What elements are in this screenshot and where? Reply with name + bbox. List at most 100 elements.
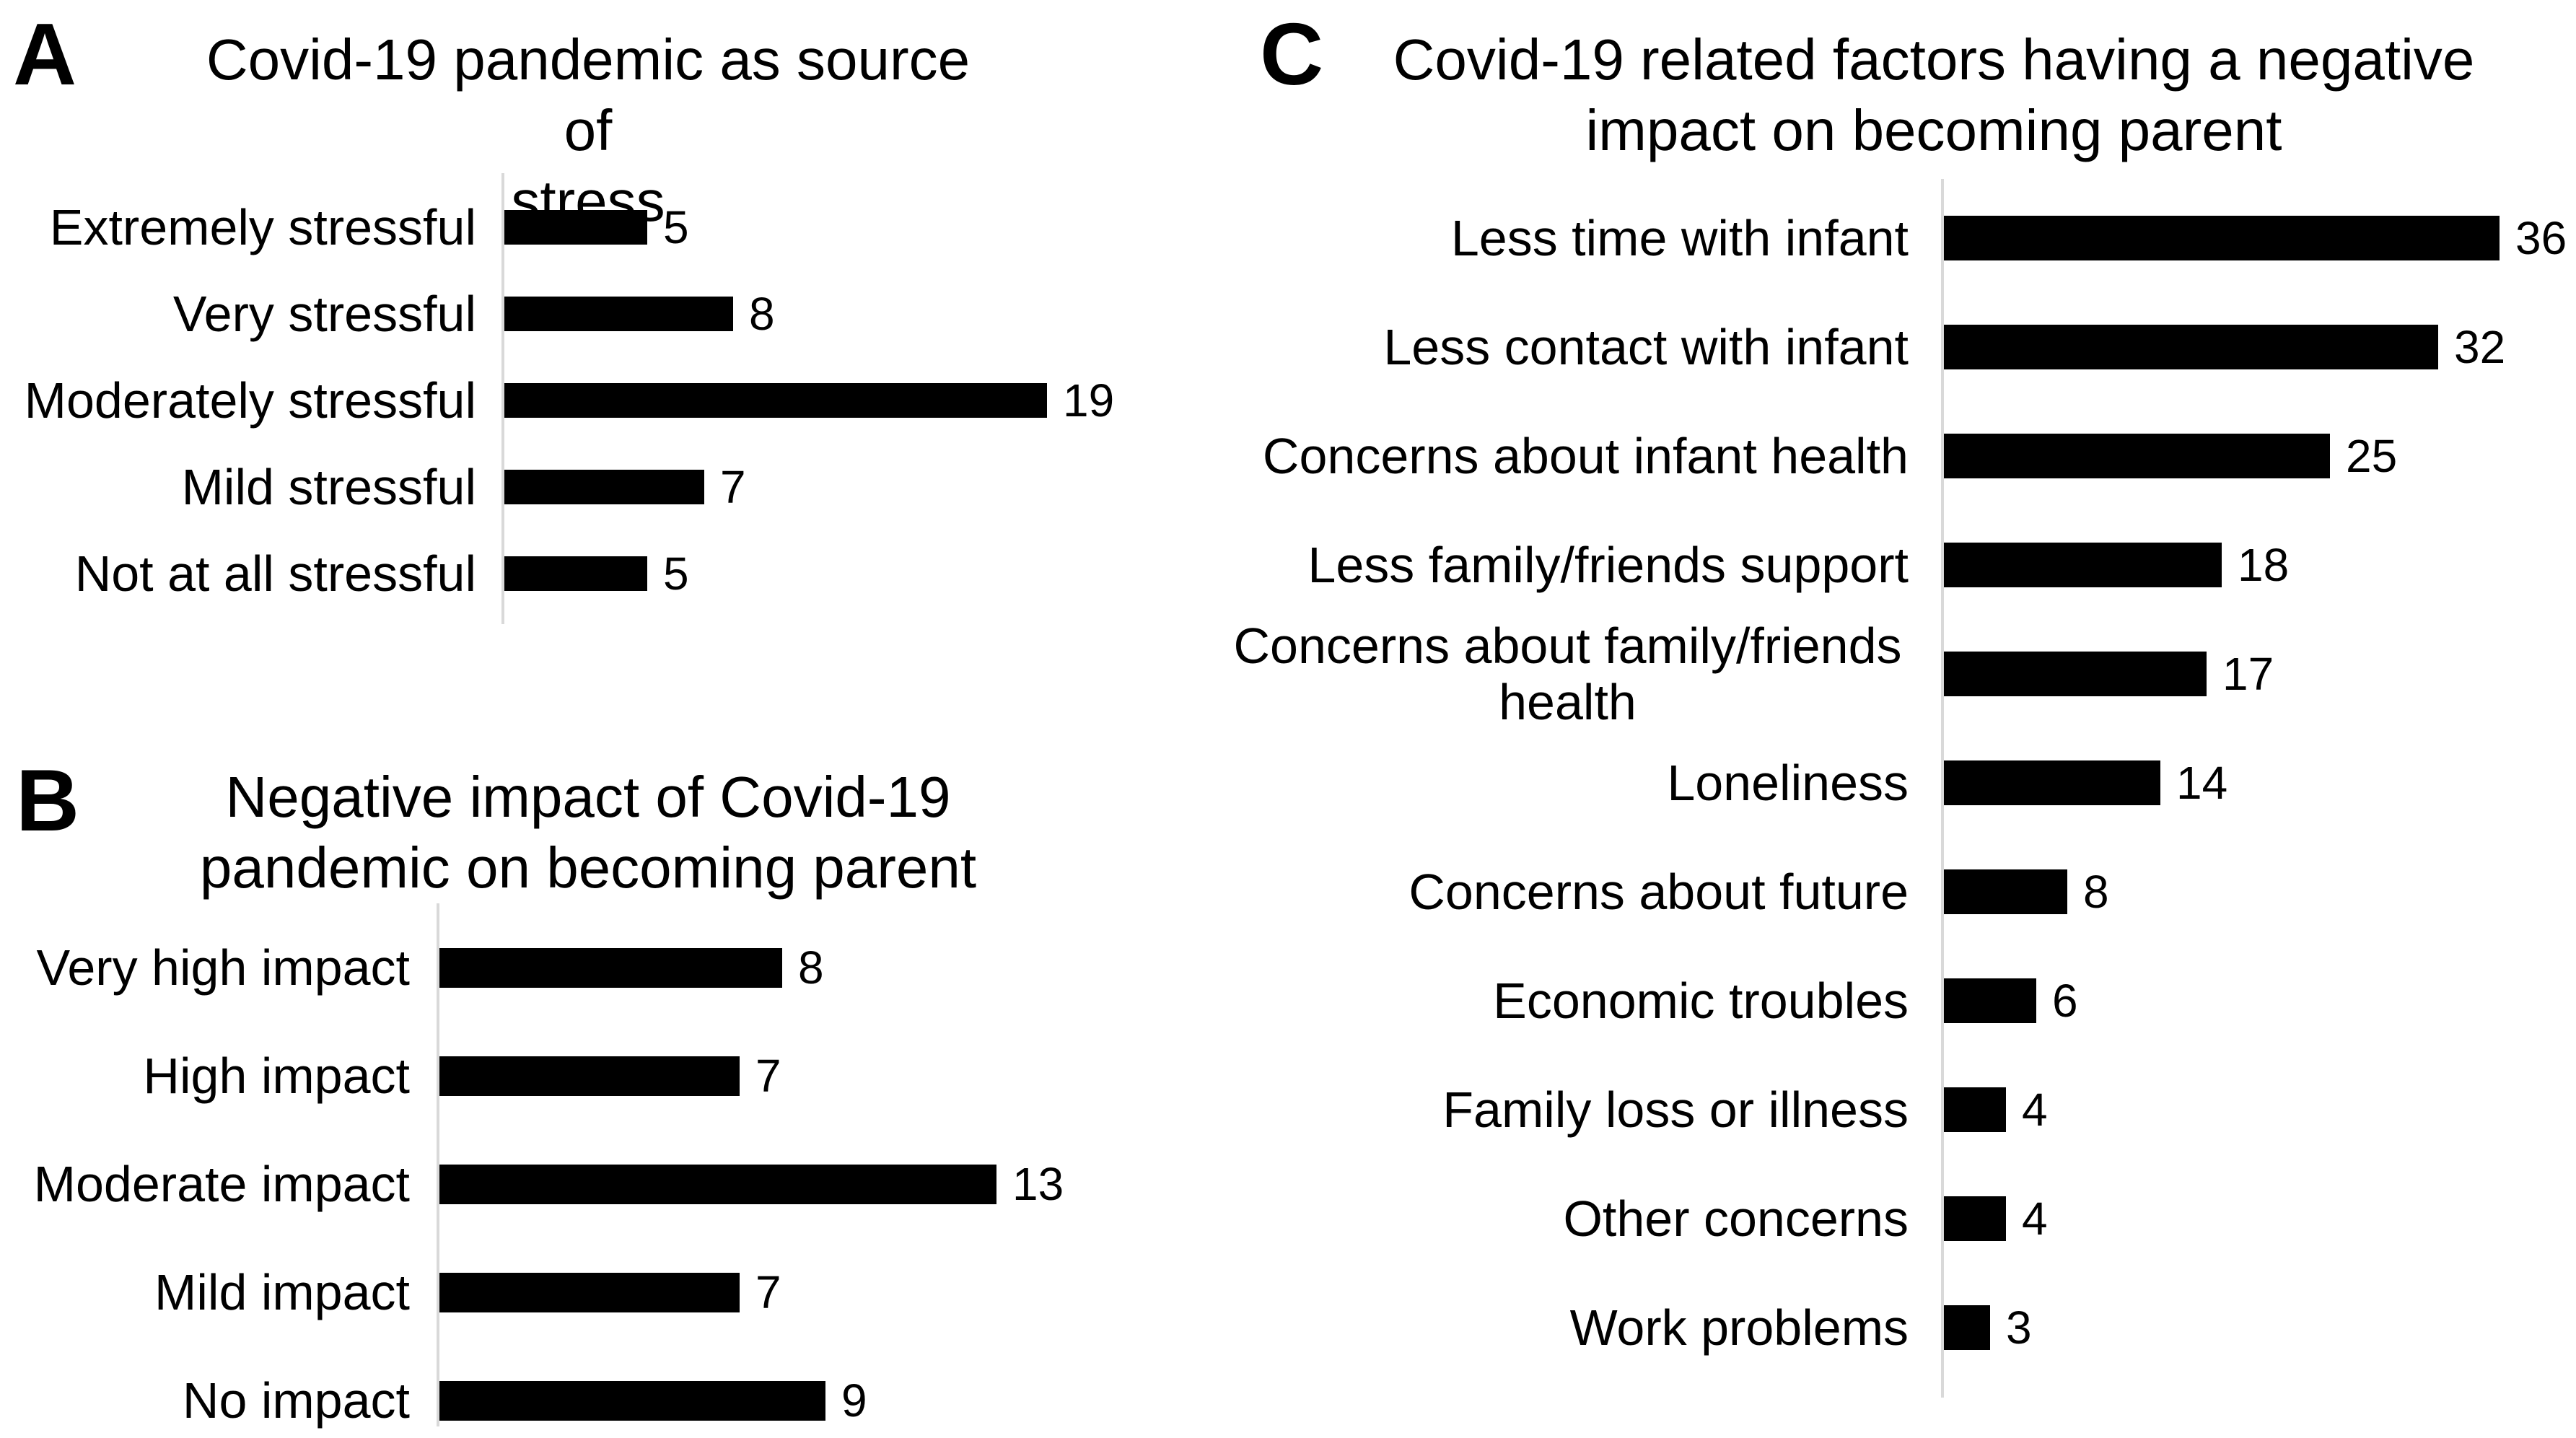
- bar-area: 17: [1944, 651, 2576, 697]
- category-label: Less contact with infant: [1383, 318, 1909, 375]
- category-label: Moderate impact: [33, 1156, 410, 1212]
- value-label: 4: [2022, 1192, 2048, 1245]
- category-label-box: Not at all stressful: [0, 530, 476, 617]
- bar-area: 4: [1944, 1087, 2576, 1133]
- bar: [504, 297, 733, 331]
- bar: [1944, 542, 2222, 587]
- value-label: 17: [2222, 647, 2274, 700]
- bar: [504, 383, 1047, 418]
- value-label: 18: [2238, 538, 2290, 591]
- bar-row: Not at all stressful 5: [0, 530, 1227, 617]
- bar: [439, 1164, 996, 1204]
- bar-row: Concerns about infant health 25: [1227, 401, 2576, 510]
- panel-letter-a: A: [13, 5, 77, 103]
- value-label: 7: [720, 461, 746, 513]
- category-label-box: Very high impact: [0, 913, 410, 1022]
- category-label: Mild impact: [154, 1264, 410, 1320]
- value-label: 8: [798, 942, 824, 994]
- bar-row: Family loss or illness 4: [1227, 1055, 2576, 1164]
- category-label-box: No impact: [0, 1346, 410, 1438]
- panel-c: C Covid-19 related factors having a nega…: [1227, 0, 2576, 1438]
- value-label: 7: [755, 1266, 781, 1318]
- bar-area: 7: [439, 1269, 1227, 1315]
- bar-area: 3: [1944, 1305, 2576, 1351]
- value-label: 4: [2022, 1083, 2048, 1136]
- category-label: Loneliness: [1667, 754, 1909, 811]
- value-label: 3: [2006, 1301, 2032, 1354]
- bar: [1944, 1196, 2006, 1241]
- value-label: 8: [749, 288, 775, 340]
- bar-area: 18: [1944, 542, 2576, 588]
- value-label: 7: [755, 1050, 781, 1102]
- bar-row: Loneliness 14: [1227, 728, 2576, 837]
- bar-area: 7: [504, 464, 1227, 510]
- bar: [1944, 869, 2067, 914]
- bar: [504, 470, 704, 504]
- bar-area: 8: [504, 291, 1227, 337]
- y-axis-line: [437, 903, 439, 1426]
- bar-area: 5: [504, 551, 1227, 597]
- category-label-box: Mild stressful: [0, 444, 476, 530]
- bar: [439, 1272, 740, 1312]
- bar-row: Very high impact 8: [0, 913, 1227, 1022]
- value-label: 6: [2052, 974, 2078, 1027]
- category-label: Extremely stressful: [49, 199, 476, 255]
- category-label-box: Less time with infant: [1227, 183, 1909, 292]
- bar-row: Mild stressful 7: [0, 444, 1227, 530]
- bar-row: Economic troubles 6: [1227, 946, 2576, 1055]
- category-label-box: Mild impact: [0, 1238, 410, 1346]
- y-axis-line: [501, 173, 504, 624]
- bar-row: No impact 9: [0, 1346, 1227, 1438]
- bar: [1944, 433, 2330, 478]
- category-label-box: High impact: [0, 1022, 410, 1130]
- category-label: Concerns about infant health: [1262, 427, 1909, 484]
- category-label: Less time with infant: [1450, 209, 1909, 266]
- bar-row: Other concerns 4: [1227, 1164, 2576, 1273]
- bar-area: 7: [439, 1053, 1227, 1099]
- category-label: Less family/friends support: [1307, 536, 1909, 593]
- category-label: No impact: [182, 1372, 410, 1429]
- category-label-box: Concerns about family/friends health: [1227, 618, 1909, 730]
- value-label: 19: [1063, 374, 1115, 426]
- bar-row: Mild impact 7: [0, 1238, 1227, 1346]
- bar: [1944, 760, 2160, 805]
- bar-row: High impact 7: [0, 1022, 1227, 1130]
- bar-row: Work problems 3: [1227, 1273, 2576, 1382]
- bar-row: Concerns about family/friends health 17: [1227, 618, 2576, 730]
- chart-title-c: Covid-19 related factors having a negati…: [1393, 27, 2475, 162]
- category-label-box: Moderately stressful: [0, 357, 476, 444]
- value-label: 9: [841, 1375, 867, 1426]
- category-label: Work problems: [1569, 1299, 1909, 1356]
- category-label-box: Very stressful: [0, 271, 476, 357]
- category-label: Mild stressful: [181, 459, 476, 515]
- category-label-box: Loneliness: [1227, 728, 1909, 837]
- bar-area: 5: [504, 204, 1227, 250]
- bar: [439, 1380, 825, 1421]
- value-label: 13: [1012, 1158, 1064, 1210]
- bar-area: 8: [1944, 869, 2576, 915]
- bar-rows: Extremely stressful 5 Very stressful 8 Moder…: [0, 184, 1227, 617]
- bar-area: 19: [504, 377, 1227, 424]
- bar-row: Moderate impact 13: [0, 1130, 1227, 1238]
- bar: [504, 556, 647, 591]
- bar: [504, 210, 647, 245]
- panel-b: B Negative impact of Covid-19 pandemic o…: [0, 750, 1227, 1438]
- category-label: Family loss or illness: [1442, 1081, 1909, 1138]
- category-label-box: Moderate impact: [0, 1130, 410, 1238]
- bar: [1944, 1305, 1990, 1350]
- bar-area: 32: [1944, 324, 2576, 370]
- category-label: Concerns about future: [1409, 863, 1909, 920]
- bar-row: Less contact with infant 32: [1227, 292, 2576, 401]
- category-label-box: Work problems: [1227, 1273, 1909, 1382]
- category-label-box: Other concerns: [1227, 1164, 1909, 1273]
- category-label: Not at all stressful: [74, 545, 476, 602]
- category-label-box: Less family/friends support: [1227, 510, 1909, 619]
- category-label-box: Family loss or illness: [1227, 1055, 1909, 1164]
- value-label: 25: [2346, 429, 2398, 482]
- category-label-box: Concerns about future: [1227, 837, 1909, 946]
- category-label-box: Extremely stressful: [0, 184, 476, 271]
- category-label: Very high impact: [36, 939, 410, 996]
- bar-rows: Less time with infant 3 6 Less contact with…: [1227, 183, 2576, 1382]
- bar-area: 25: [1944, 433, 2576, 479]
